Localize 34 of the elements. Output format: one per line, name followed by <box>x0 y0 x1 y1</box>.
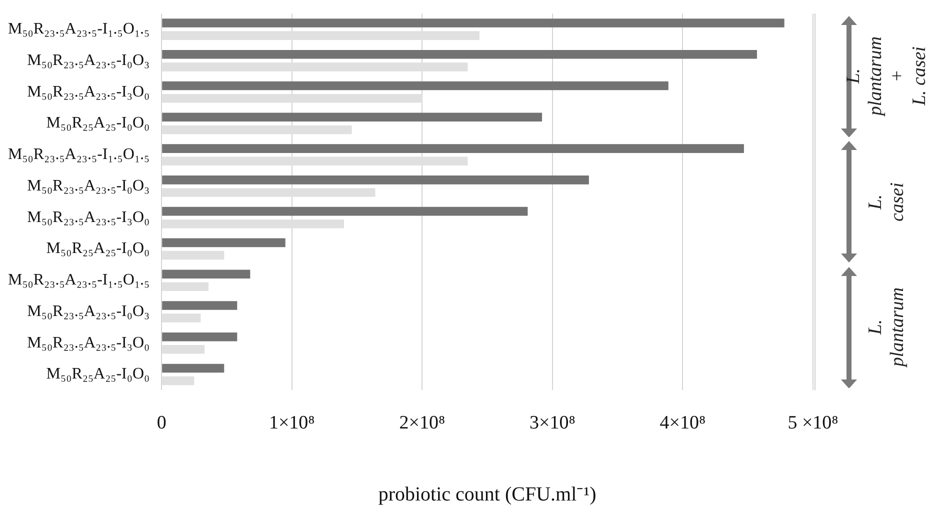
bar <box>162 144 744 153</box>
y-tick-label: M₅₀R₂₃.₅A₂₃.₅-I₀O₃ <box>27 302 150 320</box>
x-axis-title: probiotic count (CFU.ml⁻¹) <box>378 483 596 506</box>
bar <box>162 176 589 184</box>
y-tick-label: M₅₀R₂₃.₅A₂₃.₅-I₃O₀ <box>27 334 150 352</box>
text: L. casei <box>865 181 909 224</box>
x-tick-label: 2×10⁸ <box>399 412 446 434</box>
y-tick-label: M₅₀R₂₅A₂₅-I₀O₀ <box>46 366 150 383</box>
y-tick-label: M₅₀R₂₃.₅A₂₃.₅-I₁.₅O₁.₅ <box>8 272 150 289</box>
text: L. plantarum + L. casei <box>843 36 931 116</box>
bar <box>162 112 542 122</box>
x-tick-label: 1×10⁸ <box>268 412 315 434</box>
y-tick-label: M₅₀R₂₃.₅A₂₃.₅-I₀O₃ <box>27 177 150 194</box>
bar <box>162 50 757 59</box>
y-tick-label: M₅₀R₂₅A₂₅-I₀O₀ <box>46 114 150 132</box>
bar <box>162 332 238 342</box>
y-tick-label: M₅₀R₂₃.₅A₂₃.₅-I₃O₀ <box>27 208 150 226</box>
text: L. plantarum <box>865 288 909 368</box>
bar <box>162 81 668 90</box>
x-tick-label: 4×10⁸ <box>660 412 706 434</box>
bar <box>162 270 250 278</box>
y-tick-label: M₅₀R₂₃.₅A₂₃.₅-I₁.₅O₁.₅ <box>8 20 150 38</box>
bar <box>162 18 784 28</box>
bar <box>162 301 238 310</box>
y-tick-label: M₅₀R₂₃.₅A₂₃.₅-I₀O₃ <box>27 52 150 69</box>
bar <box>162 364 224 373</box>
bar <box>162 238 286 248</box>
x-tick-label: 0 <box>156 412 166 434</box>
y-tick-label: M₅₀R₂₅A₂₅-I₀O₀ <box>46 240 150 258</box>
bar <box>162 206 528 216</box>
y-tick-label: M₅₀R₂₃.₅A₂₃.₅-I₃O₀ <box>27 83 150 100</box>
x-tick-label: 5 ×10⁸ <box>788 412 838 434</box>
x-tick-label: 3×10⁸ <box>530 412 576 434</box>
y-tick-label: M₅₀R₂₃.₅A₂₃.₅-I₁.₅O₁.₅ <box>8 146 150 164</box>
